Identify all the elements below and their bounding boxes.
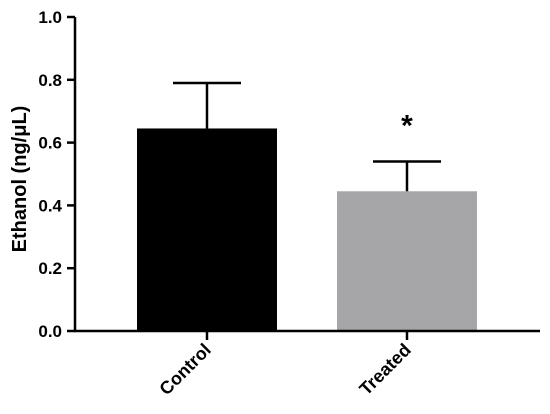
significance-marker: *	[401, 109, 413, 142]
y-tick-label: 0.6	[38, 134, 62, 153]
y-axis-title: Ethanol (ng/μL)	[9, 106, 31, 253]
y-tick-label: 0.2	[38, 259, 62, 278]
y-tick-label: 0.8	[38, 71, 62, 90]
category-label-treated: Treated	[355, 340, 414, 399]
bar-control	[137, 128, 277, 331]
annotations-layer: *	[401, 109, 413, 142]
y-tick-label: 1.0	[38, 8, 62, 27]
y-axis: 0.0 0.2 0.4 0.6 0.8 1.0	[38, 8, 77, 341]
category-label-control: Control	[155, 340, 214, 399]
error-bars-layer	[173, 81, 441, 192]
bars-layer	[137, 128, 477, 331]
y-tick-label: 0.0	[38, 322, 62, 341]
x-axis: Control Treated	[74, 329, 540, 399]
bar-treated	[337, 191, 477, 331]
y-tick-label: 0.4	[38, 196, 62, 215]
